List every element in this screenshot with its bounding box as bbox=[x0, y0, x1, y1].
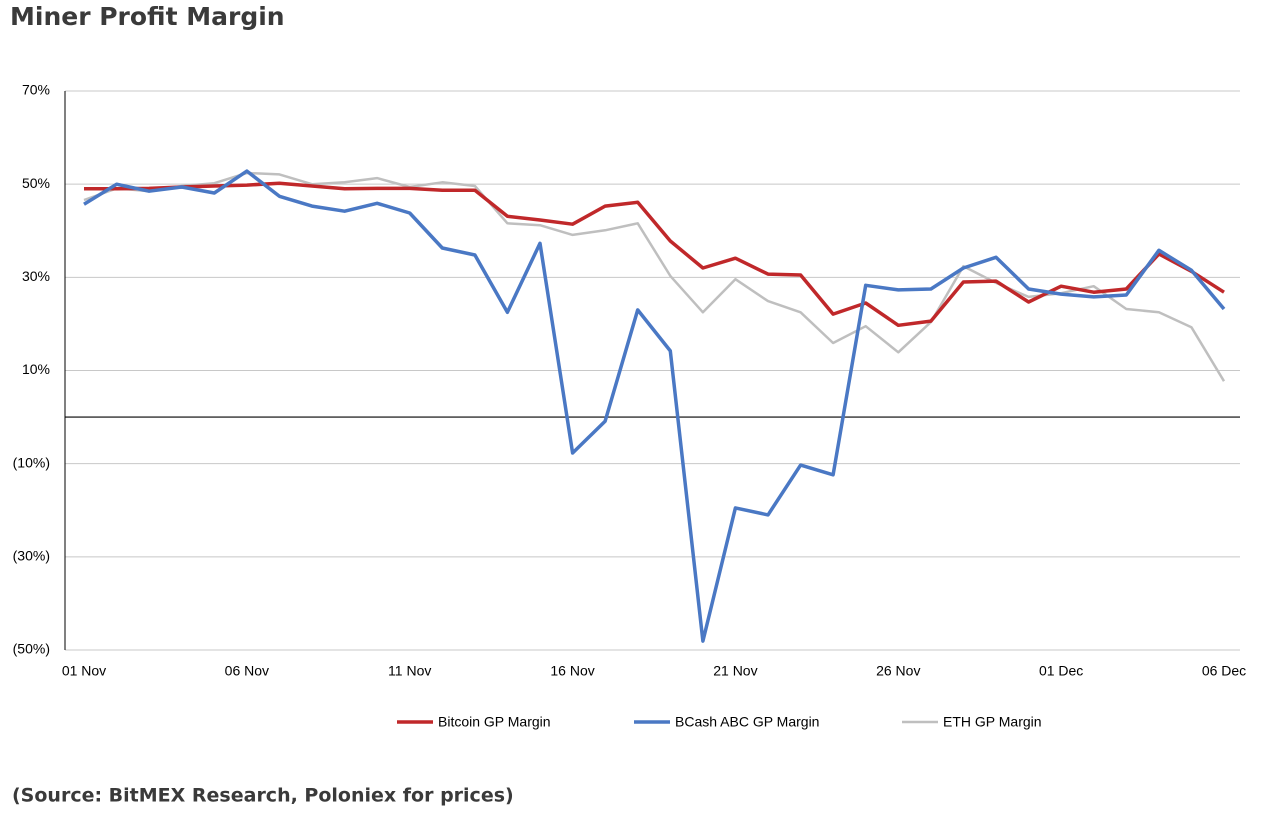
y-tick-label: (30%) bbox=[13, 548, 50, 564]
x-tick-label: 26 Nov bbox=[876, 663, 920, 679]
source-note: (Source: BitMEX Research, Poloniex for p… bbox=[12, 785, 514, 807]
y-tick-label: 50% bbox=[22, 175, 50, 191]
legend-label: ETH GP Margin bbox=[943, 714, 1042, 730]
y-tick-label: (10%) bbox=[13, 454, 50, 470]
x-tick-label: 06 Nov bbox=[225, 663, 269, 679]
series-line bbox=[83, 171, 1226, 382]
x-tick-label: 06 Dec bbox=[1202, 663, 1246, 679]
x-tick-label: 11 Nov bbox=[388, 663, 431, 679]
chart-title: Miner Profit Margin bbox=[10, 2, 285, 31]
y-tick-label: 30% bbox=[22, 268, 50, 284]
x-tick-label: 16 Nov bbox=[550, 663, 594, 679]
series-line bbox=[83, 169, 1226, 643]
x-tick-label: 01 Dec bbox=[1039, 663, 1083, 679]
y-tick-label: 70% bbox=[22, 82, 50, 98]
legend-label: BCash ABC GP Margin bbox=[675, 714, 819, 730]
legend-label: Bitcoin GP Margin bbox=[438, 714, 551, 730]
y-tick-label: 10% bbox=[22, 361, 50, 377]
series-line bbox=[84, 181, 1225, 328]
x-tick-label: 21 Nov bbox=[713, 663, 757, 679]
y-tick-label: (50%) bbox=[13, 641, 50, 657]
x-tick-label: 01 Nov bbox=[62, 663, 106, 679]
